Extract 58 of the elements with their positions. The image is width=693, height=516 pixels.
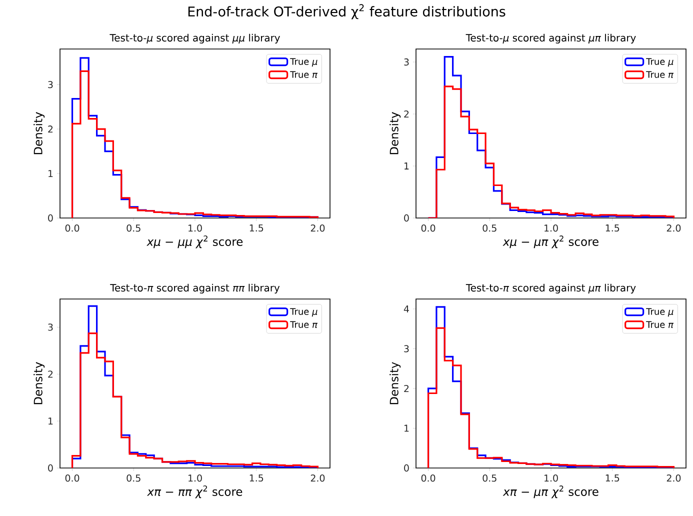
- x-tick-label: 2.0: [666, 474, 681, 482]
- chart-title: Test-to-π scored against μπ library: [466, 284, 636, 294]
- x-tick-label: 0.0: [421, 224, 436, 232]
- y-axis-title: Density: [390, 112, 401, 154]
- y-tick-label: 0: [48, 464, 53, 472]
- y-tick-label: 3: [48, 80, 53, 88]
- y-axis-title: Density: [34, 362, 45, 404]
- y-tick-label: 2: [48, 370, 53, 378]
- y-tick-label: 3: [404, 58, 409, 66]
- y-tick-label: 1: [48, 170, 53, 177]
- x-tick-label: 1.0: [544, 474, 558, 482]
- legend-label: True μ: [290, 58, 318, 67]
- chart-title: Test-to-μ scored against μμ library: [110, 34, 280, 44]
- y-axis-title: Density: [34, 112, 45, 154]
- y-tick-label: 2: [404, 110, 409, 118]
- y-tick-label: 0: [404, 464, 409, 472]
- x-tick-label: 0.5: [126, 474, 140, 482]
- y-tick-label: 4: [404, 305, 409, 312]
- y-tick-label: 2: [48, 126, 53, 133]
- legend-label: True μ: [290, 308, 318, 317]
- x-tick-label: 0.0: [65, 474, 80, 482]
- x-axis-title: xπ − μπ χ$^{2}$ score: [502, 486, 598, 498]
- x-tick-label: 0.0: [65, 224, 80, 232]
- chart-title: Test-to-π scored against ππ library: [110, 284, 280, 294]
- legend-label: True π: [290, 71, 318, 78]
- y-axis-title: Density: [390, 362, 401, 404]
- chart-title: Test-to-μ scored against μπ library: [466, 34, 636, 44]
- x-tick-label: 1.0: [188, 224, 202, 232]
- y-tick-label: 1: [48, 418, 53, 424]
- x-tick-label: 1.5: [250, 224, 264, 232]
- x-tick-label: 0.0: [421, 474, 436, 482]
- x-tick-label: 2.0: [310, 224, 325, 232]
- x-tick-label: 1.5: [606, 474, 620, 482]
- legend-label: True μ: [646, 58, 674, 67]
- y-tick-label: 0: [404, 214, 409, 222]
- x-axis-title: xπ − ππ χ$^{2}$ score: [146, 486, 242, 498]
- legend-label: True π: [646, 71, 674, 78]
- x-tick-label: 0.5: [126, 224, 140, 232]
- x-tick-label: 1.5: [606, 224, 620, 232]
- x-tick-label: 1.0: [188, 474, 202, 482]
- y-tick-label: 1: [404, 424, 409, 432]
- x-tick-label: 2.0: [310, 474, 325, 482]
- x-axis-title: xμ − μμ χ$^{2}$ score: [146, 236, 243, 248]
- x-tick-label: 0.5: [482, 224, 496, 232]
- x-tick-label: 2.0: [666, 224, 681, 232]
- x-axis-title: xμ − μπ χ$^{2}$ score: [502, 236, 598, 248]
- text: End-of-track OT-derived χ$^{2}$ feature distributions: [188, 4, 506, 20]
- y-tick-label: 3: [404, 345, 409, 352]
- y-tick-label: 3: [48, 324, 53, 331]
- x-tick-label: 1.0: [544, 224, 558, 232]
- legend-label: True π: [646, 321, 674, 328]
- y-tick-label: 2: [404, 384, 409, 392]
- y-tick-label: 0: [48, 214, 53, 222]
- legend-label: True π: [290, 321, 318, 328]
- y-tick-label: 1: [404, 162, 409, 170]
- legend-label: True μ: [646, 308, 674, 317]
- x-tick-label: 0.5: [482, 474, 496, 482]
- x-tick-label: 1.5: [250, 474, 264, 482]
